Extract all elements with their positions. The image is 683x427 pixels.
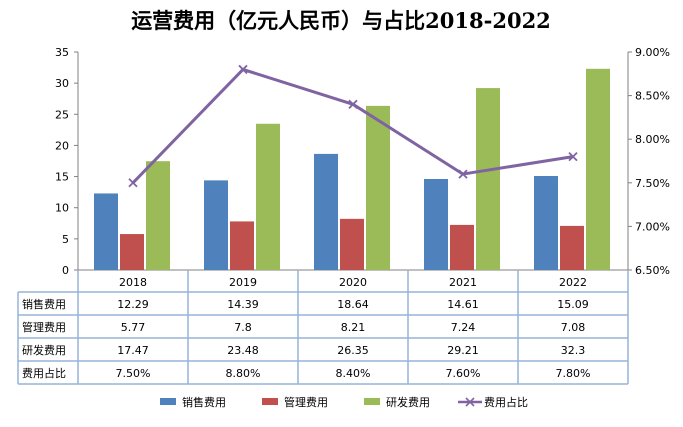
bar-销售费用-2019 <box>204 180 228 270</box>
bar-研发费用-2022 <box>586 68 610 271</box>
bar-研发费用-2019 <box>256 123 280 270</box>
bar-研发费用-2020 <box>366 105 390 271</box>
bar-销售费用-2018 <box>94 193 118 270</box>
table-cell-费用占比-2018: 7.50% <box>116 367 151 380</box>
legend-item-销售费用: 销售费用 <box>160 395 226 409</box>
legend-marker <box>465 397 475 407</box>
point-marker <box>348 99 358 109</box>
line-group <box>128 64 578 188</box>
table-cell-费用占比-2022: 7.80% <box>556 367 591 380</box>
point-费用占比-2021 <box>458 169 468 179</box>
x-tick-label: 2019 <box>229 276 257 289</box>
point-marker <box>238 64 248 75</box>
point-费用占比-2022 <box>568 152 578 162</box>
legend-item-管理费用: 管理费用 <box>262 395 328 409</box>
y-tick-label: 0 <box>62 264 69 277</box>
legend-label: 研发费用 <box>386 395 430 409</box>
legend-swatch <box>160 398 176 405</box>
legend: 销售费用 管理费用 研发费用 费用占比 <box>160 395 528 409</box>
table-cell-费用占比-2021: 7.60% <box>446 367 481 380</box>
legend-label: 费用占比 <box>484 395 528 409</box>
x-tick-label: 2020 <box>339 276 367 289</box>
line-费用占比 <box>131 67 574 184</box>
bar-管理费用-2022 <box>560 225 584 270</box>
table-cell-研发费用-2022: 32.3 <box>561 344 586 357</box>
legend-item-费用占比: 费用占比 <box>458 395 528 409</box>
y2-tick-label: 8.50% <box>635 90 670 103</box>
bar-管理费用-2018 <box>120 234 144 270</box>
x-tick-label: 2021 <box>449 276 477 289</box>
y-tick-label: 20 <box>55 139 69 152</box>
table-cell-销售费用-2021: 14.61 <box>447 298 479 311</box>
legend-label: 管理费用 <box>284 395 328 409</box>
y-tick-label: 25 <box>55 108 69 121</box>
x-tick-label: 2022 <box>559 276 587 289</box>
bar-研发费用-2021 <box>476 88 500 270</box>
table-cell-销售费用-2019: 14.39 <box>227 298 259 311</box>
y2-tick-label: 8.00% <box>635 133 670 146</box>
y2-tick-label: 7.00% <box>635 220 670 233</box>
data-table: 2018 2019 2020 2021 2022 销售费用 12.29 14.39 18.64 1… <box>17 270 629 385</box>
y-tick-label: 30 <box>55 77 69 90</box>
table-cell-销售费用-2020: 18.64 <box>337 298 369 311</box>
bar-group <box>94 68 610 271</box>
table-cell-研发费用-2021: 29.21 <box>447 344 479 357</box>
bar-销售费用-2020 <box>314 153 338 270</box>
x-tick-label: 2018 <box>119 276 147 289</box>
point-费用占比-2018 <box>128 178 138 188</box>
y2-tick-label: 6.50% <box>635 264 670 277</box>
y2-tick-label: 9.00% <box>635 46 670 59</box>
table-cell-管理费用-2019: 7.8 <box>234 321 252 334</box>
table-cell-销售费用-2022: 15.09 <box>557 298 589 311</box>
bar-管理费用-2019 <box>230 221 254 270</box>
table-cell-管理费用-2020: 8.21 <box>341 321 366 334</box>
y2-tick-label: 7.50% <box>635 177 670 190</box>
legend-swatch <box>262 398 278 405</box>
bar-研发费用-2018 <box>146 161 170 270</box>
y-tick-label: 35 <box>55 46 69 59</box>
point-费用占比-2019 <box>238 64 248 75</box>
legend-swatch <box>364 398 380 405</box>
table-row-label: 费用占比 <box>22 366 66 380</box>
table-cell-管理费用-2018: 5.77 <box>121 321 146 334</box>
table-cell-管理费用-2022: 7.08 <box>561 321 586 334</box>
bar-销售费用-2021 <box>424 179 448 270</box>
table-row-label: 销售费用 <box>22 297 66 311</box>
bar-管理费用-2020 <box>340 218 364 270</box>
y-tick-label: 5 <box>62 233 69 246</box>
point-marker <box>458 169 468 179</box>
table-cell-费用占比-2019: 8.80% <box>226 367 261 380</box>
table-cell-管理费用-2021: 7.24 <box>451 321 476 334</box>
point-费用占比-2020 <box>348 99 358 109</box>
legend-label: 销售费用 <box>182 395 226 409</box>
table-cell-研发费用-2018: 17.47 <box>117 344 149 357</box>
table-cell-研发费用-2020: 26.35 <box>337 344 369 357</box>
y-tick-label: 10 <box>55 202 69 215</box>
legend-item-研发费用: 研发费用 <box>364 395 430 409</box>
bar-销售费用-2022 <box>534 176 558 270</box>
table-cell-费用占比-2020: 8.40% <box>336 367 371 380</box>
point-marker <box>128 178 138 188</box>
table-cell-销售费用-2018: 12.29 <box>117 298 149 311</box>
chart-title: 运营费用（亿元人民币）与占比2018-2022 <box>131 8 551 33</box>
bar-管理费用-2021 <box>450 224 474 270</box>
table-row-label: 研发费用 <box>22 343 66 357</box>
point-marker <box>568 152 578 162</box>
table-cell-研发费用-2019: 23.48 <box>227 344 259 357</box>
y-tick-label: 15 <box>55 171 69 184</box>
table-row-label: 管理费用 <box>22 320 66 334</box>
